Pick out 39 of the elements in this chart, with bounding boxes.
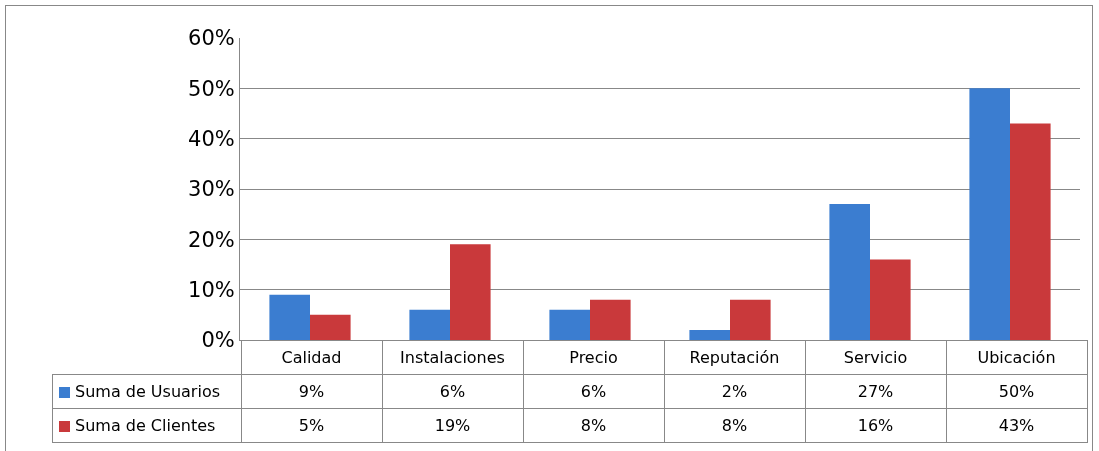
data-label: 27% bbox=[805, 374, 946, 409]
x-tick-label: Servicio bbox=[805, 340, 946, 375]
bar bbox=[590, 299, 631, 340]
bar bbox=[549, 309, 590, 340]
bar bbox=[870, 259, 911, 340]
data-label: 8% bbox=[523, 408, 664, 443]
data-label: 16% bbox=[805, 408, 946, 443]
data-label: 6% bbox=[382, 374, 523, 409]
x-tick-label: Reputación bbox=[664, 340, 805, 375]
x-tick-label: Calidad bbox=[241, 340, 382, 375]
x-tick-label: Precio bbox=[523, 340, 664, 375]
y-tick-label: 10% bbox=[188, 278, 235, 303]
bar bbox=[409, 309, 450, 340]
data-label: 5% bbox=[241, 408, 382, 443]
y-tick-label: 30% bbox=[188, 177, 235, 202]
data-label: 43% bbox=[946, 408, 1087, 443]
bar bbox=[310, 314, 351, 340]
legend-label: Suma de Clientes bbox=[52, 408, 241, 443]
y-tick-label: 40% bbox=[188, 127, 235, 152]
bar bbox=[689, 329, 730, 340]
bar bbox=[730, 299, 771, 340]
x-tick-label: Instalaciones bbox=[382, 340, 523, 375]
y-tick-label: 60% bbox=[188, 26, 235, 51]
bar bbox=[1010, 123, 1051, 340]
data-label: 50% bbox=[946, 374, 1087, 409]
legend-label: Suma de Usuarios bbox=[52, 374, 241, 409]
bar bbox=[450, 244, 491, 340]
bar bbox=[829, 204, 870, 340]
data-label: 19% bbox=[382, 408, 523, 443]
data-label: 6% bbox=[523, 374, 664, 409]
bar bbox=[969, 88, 1010, 340]
x-tick-label: Ubicación bbox=[946, 340, 1087, 375]
y-tick-label: 20% bbox=[188, 227, 235, 252]
data-label: 9% bbox=[241, 374, 382, 409]
data-label: 2% bbox=[664, 374, 805, 409]
bar bbox=[269, 294, 310, 340]
data-label: 8% bbox=[664, 408, 805, 443]
y-tick-label: 0% bbox=[201, 328, 235, 353]
y-tick-label: 50% bbox=[188, 76, 235, 101]
